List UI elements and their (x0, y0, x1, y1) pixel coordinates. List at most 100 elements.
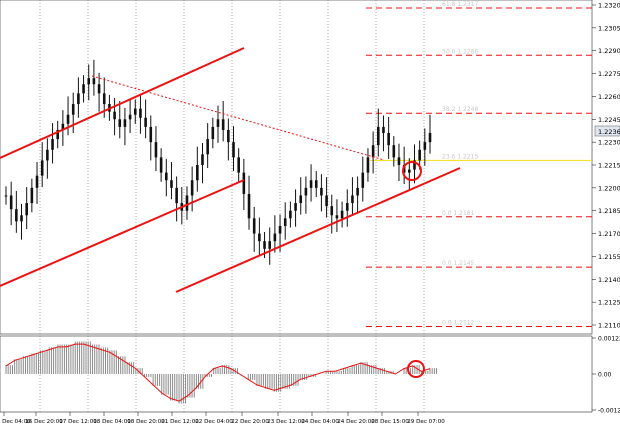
macd-tick-label: 0.00 (598, 372, 612, 379)
current-price-tag: 1.2236 (594, 125, 620, 137)
price-bar-body (371, 145, 375, 158)
price-bar-body (268, 241, 272, 249)
price-bar-body (46, 149, 49, 161)
y-tick-label: 1.2275 (598, 70, 620, 78)
trend-channel (0, 47, 461, 293)
x-tick-label: 22 Dec 20:00 (231, 419, 269, 425)
macd-signal-line (5, 343, 431, 402)
x-tick-label: 18 Dec 20:00 (127, 419, 165, 425)
price-bar-body (190, 180, 194, 196)
fib-level-label: 61.8 1.2317 (442, 1, 478, 8)
y-tick-label: 1.2155 (598, 253, 620, 261)
x-tick-label: 22 Dec 04:00 (195, 419, 233, 425)
price-bar-body (294, 203, 297, 211)
fib-level-label: 38.2 1.2248 (442, 106, 478, 113)
macd-highlight-circle (407, 360, 425, 378)
price-bar-body (139, 108, 142, 118)
price-bar-body (258, 233, 261, 242)
price-bar-body (242, 172, 246, 194)
fib-level-label: 23.6 1.2215 (442, 153, 478, 160)
price-bar-body (237, 157, 240, 173)
fib-level-label: 0.0 1.2145 (442, 260, 475, 267)
price-bar-body (82, 84, 85, 94)
price-bar-body (175, 187, 178, 204)
price-bar-body (35, 175, 39, 188)
x-tick-label: 24 Dec 20:00 (337, 419, 375, 425)
macd-tick-label: -0.00122 (598, 408, 620, 415)
y-tick-label: 1.2290 (598, 47, 620, 55)
price-bar-body (118, 119, 122, 127)
price-bar-body (351, 195, 354, 204)
price-bar-body (40, 160, 44, 176)
price-bar-body (247, 193, 251, 219)
price-bar-body (61, 123, 65, 130)
price-bar-body (185, 195, 189, 211)
price-bar-body (320, 187, 323, 196)
price-bar-body (232, 142, 235, 158)
x-tick-label: 17 Dec 12:00 (59, 419, 97, 425)
y-tick-label: 1.2245 (598, 116, 620, 124)
price-bar-body (206, 139, 209, 155)
price-bar-body (325, 195, 328, 207)
macd-axis: 0.00122 0.00 -0.00122 (592, 336, 620, 415)
price-bar-body (144, 117, 147, 127)
upper-channel-line (0, 47, 245, 159)
price-bar-body (356, 187, 359, 196)
price-bar-body (299, 195, 303, 204)
y-tick-label: 1.2185 (598, 207, 620, 215)
price-bar-body (164, 172, 168, 181)
y-tick-label: 1.2125 (598, 299, 620, 307)
y-tick-label: 1.2215 (598, 162, 620, 170)
price-bar-body (392, 145, 396, 158)
price-bar-body (361, 172, 365, 188)
price-bar-body (123, 119, 127, 127)
grid (39, 0, 425, 412)
price-panel (0, 0, 593, 335)
price-bar-body (159, 157, 163, 173)
highlight-circle (402, 161, 422, 181)
y-tick-label: 1.2260 (598, 93, 620, 101)
price-bar-body (314, 180, 318, 188)
price-bar-body (227, 129, 230, 143)
x-tick-label: 24 Dec 04:00 (301, 419, 339, 425)
descending-trendline (91, 75, 385, 161)
price-bar-body (216, 119, 220, 127)
y-tick-label: 1.2110 (598, 322, 620, 330)
price-bar-body (30, 187, 34, 204)
price-bar-body (92, 78, 96, 85)
price-bar-body (201, 154, 204, 165)
price-bar-body (278, 225, 282, 234)
price-bar-body (366, 157, 370, 173)
price-bar-body (113, 111, 116, 120)
price-bar-body (340, 210, 344, 219)
x-tick-label: 29 Dec 07:00 (407, 419, 445, 425)
price-bar-body (77, 93, 80, 105)
price-bar-body (330, 206, 334, 216)
price-bar-body (196, 165, 199, 181)
price-bar-body (273, 233, 277, 242)
y-tick-label: 1.2305 (598, 24, 620, 32)
x-tick-label: 16 Dec 20:00 (25, 419, 63, 425)
x-tick-label: 15 Dec 04:00 (0, 419, 31, 425)
price-bar-body (289, 210, 292, 219)
current-price-box (594, 125, 620, 137)
price-bar-body (428, 133, 432, 143)
fib-level-label: 0.0 1.2112 (442, 320, 475, 327)
price-bar-body (408, 169, 411, 173)
y-tick-label: 1.2200 (598, 184, 620, 192)
y-axis: 1.2320 1.2305 1.2290 1.2275 1.2260 1.2245 1.22… (592, 2, 620, 330)
price-bar-body (221, 119, 225, 130)
y-tick-label: 1.2230 (598, 139, 620, 147)
price-bar-body (283, 218, 287, 226)
price-bar-body (51, 139, 54, 150)
price-bar-body (170, 180, 173, 188)
x-tick-label: 28 Dec 15:00 (371, 419, 409, 425)
macd-tick-label: 0.00122 (598, 336, 620, 343)
lower-channel-line (0, 179, 245, 287)
price-bar-body (211, 126, 215, 140)
price-bar-body (423, 142, 427, 150)
price-bar-body (252, 218, 256, 234)
